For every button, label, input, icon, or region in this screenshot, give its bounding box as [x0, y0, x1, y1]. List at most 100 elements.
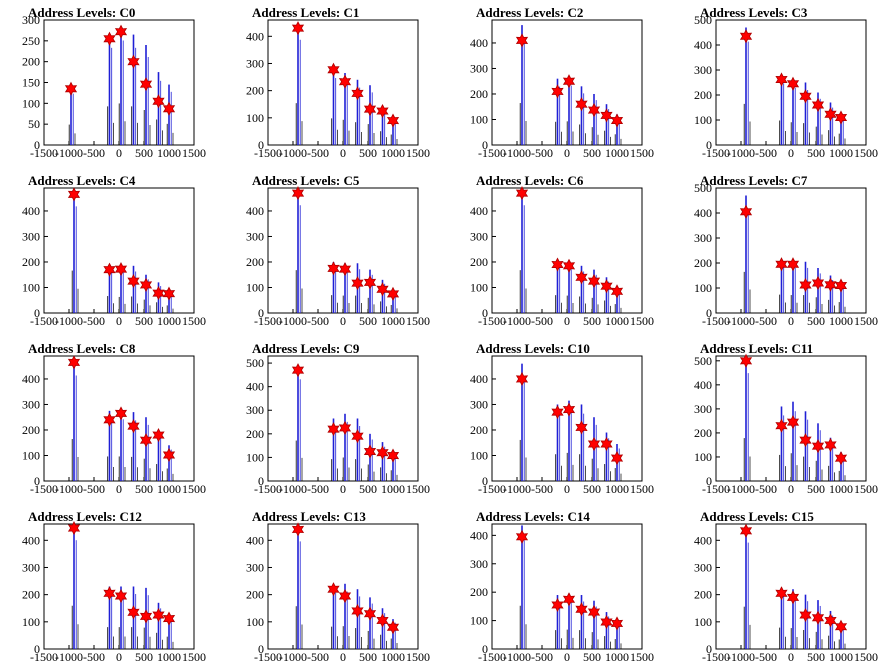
- subplot-c3: Address Levels: C30100200300400500-1500-…: [694, 5, 878, 160]
- subplot-c13: Address Levels: C13 0 100 200 300 400 -1500-10…: [246, 509, 430, 664]
- x-tick-label: -1500: [478, 314, 506, 328]
- peak-marker: [811, 275, 825, 291]
- y-tick-label: 400: [22, 372, 40, 386]
- x-tick-label: 1500: [182, 314, 206, 328]
- subplot-title: Address Levels: C7: [700, 173, 808, 188]
- subplot-title: Address Levels: C3: [700, 5, 808, 20]
- x-tick-label: 1000: [157, 482, 181, 496]
- y-tick-label: 100: [470, 280, 488, 294]
- x-tick-label: -500: [755, 650, 777, 664]
- subplot-title: Address Levels: C14: [476, 509, 590, 524]
- y-tick-label: 0: [258, 474, 264, 488]
- peak-marker: [551, 84, 564, 99]
- x-tick-label: 500: [807, 482, 825, 496]
- peak-marker: [139, 77, 153, 92]
- peak-marker: [291, 522, 305, 537]
- x-tick-label: 500: [135, 482, 153, 496]
- peak-marker: [575, 420, 588, 435]
- peak-marker: [327, 62, 340, 77]
- y-tick-label: 100: [246, 111, 264, 125]
- x-tick-label: -1000: [503, 146, 531, 160]
- y-tick-label: 400: [246, 533, 264, 547]
- subplot-c8: Address Levels: C8 0 100 200 300 400 -1500-100…: [22, 341, 206, 496]
- subplot-c11: Address Levels: C11 0 100 200 300 400 500 -1500…: [694, 341, 878, 496]
- peak-marker: [811, 439, 825, 454]
- peak-marker: [351, 276, 364, 291]
- x-tick-label: -500: [83, 146, 105, 160]
- y-tick-label: 300: [22, 560, 40, 574]
- x-tick-label: 1000: [381, 650, 405, 664]
- peak-marker: [114, 588, 128, 604]
- peak-marker: [67, 521, 81, 536]
- peak-marker: [600, 108, 613, 123]
- y-tick-label: 100: [22, 280, 40, 294]
- y-tick-label: 100: [246, 615, 264, 629]
- y-tick-label: 200: [694, 88, 712, 102]
- y-tick-label: 0: [706, 642, 712, 656]
- peak-marker: [824, 437, 837, 453]
- y-tick-label: 0: [482, 306, 488, 320]
- peak-marker: [127, 274, 140, 289]
- y-tick-label: 0: [34, 474, 40, 488]
- peak-marker: [103, 412, 116, 427]
- peak-marker: [562, 592, 576, 607]
- x-tick-label: -1000: [55, 314, 83, 328]
- y-tick-label: 300: [246, 229, 264, 243]
- x-tick-label: 0: [788, 314, 794, 328]
- peak-marker: [162, 447, 176, 463]
- peak-marker: [824, 277, 837, 292]
- y-tick-label: 100: [22, 96, 40, 110]
- x-tick-label: 500: [807, 650, 825, 664]
- x-tick-label: 1500: [182, 482, 206, 496]
- x-tick-label: 500: [583, 146, 601, 160]
- y-tick-label: 100: [694, 615, 712, 629]
- y-tick-label: 200: [470, 423, 488, 437]
- x-tick-label: -500: [531, 314, 553, 328]
- x-tick-label: 1500: [182, 650, 206, 664]
- x-tick-label: 500: [583, 482, 601, 496]
- peak-marker: [376, 282, 389, 297]
- x-tick-label: 0: [788, 146, 794, 160]
- peak-marker: [67, 355, 81, 370]
- y-tick-label: 300: [694, 560, 712, 574]
- x-tick-label: -1500: [478, 482, 506, 496]
- x-tick-label: 1500: [630, 482, 654, 496]
- peak-marker: [114, 262, 128, 277]
- x-tick-label: 1000: [381, 146, 405, 160]
- peak-marker: [351, 429, 364, 444]
- peak-marker: [376, 103, 389, 119]
- y-tick-label: 400: [470, 528, 488, 542]
- peak-marker: [327, 422, 340, 437]
- y-tick-label: 100: [694, 281, 712, 295]
- peak-marker: [551, 405, 564, 420]
- x-tick-label: 1000: [829, 146, 853, 160]
- y-tick-label: 100: [246, 280, 264, 294]
- peak-marker: [351, 603, 364, 619]
- x-tick-label: -1500: [30, 650, 58, 664]
- peak-marker: [515, 371, 529, 387]
- y-tick-label: 100: [694, 113, 712, 127]
- x-tick-label: 0: [340, 146, 346, 160]
- y-tick-label: 200: [470, 585, 488, 599]
- y-tick-label: 100: [470, 448, 488, 462]
- peak-marker: [515, 33, 529, 48]
- y-tick-label: 200: [470, 87, 488, 101]
- peak-marker: [127, 419, 140, 434]
- x-tick-label: 1000: [381, 482, 405, 496]
- x-tick-label: 500: [359, 314, 377, 328]
- peak-marker: [610, 284, 624, 299]
- peak-marker: [386, 286, 400, 301]
- peak-marker: [103, 31, 116, 46]
- y-tick-label: 300: [22, 397, 40, 411]
- x-tick-label: 1000: [829, 650, 853, 664]
- peak-marker: [587, 605, 601, 620]
- peak-marker: [291, 21, 305, 36]
- peak-marker: [610, 450, 624, 466]
- x-tick-label: -500: [83, 482, 105, 496]
- subplot-c4: Address Levels: C4 0 100 200 300 400 -1500-100…: [22, 173, 206, 328]
- y-tick-label: 0: [706, 474, 712, 488]
- x-tick-label: -500: [531, 650, 553, 664]
- y-tick-label: 100: [22, 448, 40, 462]
- subplot-c1: Address Levels: C1 0 100 200 300 400 -1500-100…: [246, 5, 430, 160]
